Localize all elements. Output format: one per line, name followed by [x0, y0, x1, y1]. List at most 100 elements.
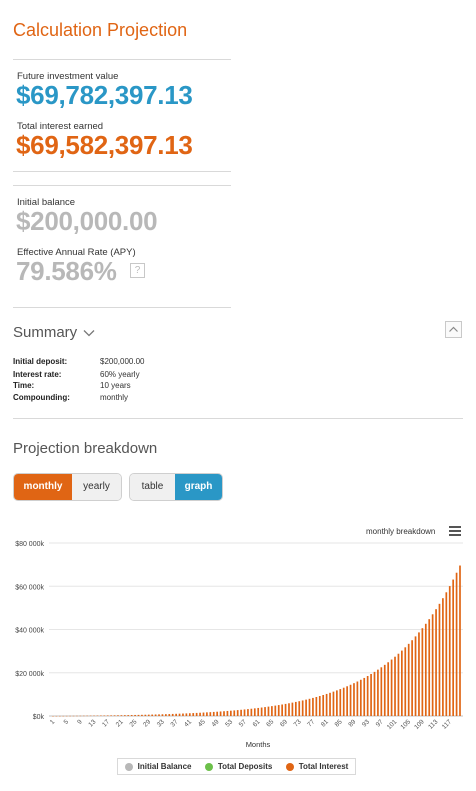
- chart-bar: [154, 714, 157, 716]
- chart-bar: [411, 640, 413, 716]
- initial-balance-value: $200,000.00: [16, 206, 158, 236]
- chart-bar: [353, 683, 355, 716]
- chart-bar: [233, 710, 236, 716]
- x-tick-label: 5: [63, 718, 71, 726]
- x-tick-label: 49: [211, 718, 221, 728]
- chart-bar: [401, 650, 403, 716]
- chart-bar: [113, 715, 116, 716]
- chart-bar: [322, 694, 325, 716]
- legend-dot-initial-balance: [124, 762, 133, 771]
- chart-bar: [147, 714, 150, 716]
- chart-bar: [161, 714, 164, 716]
- legend-item[interactable]: Total Interest: [285, 762, 349, 771]
- chart-bar: [455, 572, 458, 716]
- chart-bar: [390, 659, 393, 716]
- x-tick-label: 93: [361, 718, 371, 728]
- chart-bar: [298, 701, 301, 716]
- chart-bar: [336, 690, 338, 716]
- chart-bar: [428, 619, 431, 716]
- chart-bar: [250, 708, 253, 716]
- summary-title: Summary: [13, 324, 78, 341]
- chart-bar: [267, 706, 270, 716]
- total-interest-value: $69,582,397.13: [16, 130, 193, 160]
- chart-bar: [158, 714, 160, 716]
- summary-value: 10 years: [100, 381, 131, 390]
- table-view-button[interactable]: table: [130, 474, 175, 500]
- x-tick-label: 85: [334, 718, 344, 728]
- chart-bar: [383, 664, 386, 716]
- chart-bar: [342, 687, 345, 716]
- chart-bar: [308, 698, 311, 716]
- chart-bar: [404, 647, 407, 716]
- monthly-toggle-button[interactable]: monthly: [14, 474, 72, 500]
- chart-bar: [260, 707, 263, 716]
- chart-bar: [373, 671, 376, 716]
- x-tick-label: 57: [238, 718, 248, 728]
- chart-bar: [438, 603, 441, 716]
- chevron-down-icon[interactable]: [83, 329, 95, 338]
- x-tick-label: 73: [293, 718, 303, 728]
- x-tick-label: 113: [427, 718, 440, 731]
- chart-legend: Initial Balance Total Deposits Total Int…: [117, 758, 356, 775]
- divider: [13, 185, 231, 186]
- chart-bar: [281, 704, 284, 716]
- chart-bar: [117, 715, 119, 716]
- chart-bar: [435, 609, 437, 716]
- chart-bar: [240, 709, 242, 716]
- chart-bar: [305, 699, 307, 716]
- x-tick-label: 109: [413, 718, 426, 731]
- chart-bar: [247, 709, 249, 716]
- x-tick-label: 101: [386, 718, 399, 731]
- chart-bar: [178, 713, 181, 716]
- chart-bar: [397, 653, 400, 716]
- chart-bar: [271, 706, 273, 716]
- chart-bar: [424, 623, 427, 716]
- chart-bar: [219, 711, 222, 716]
- x-tick-label: 89: [347, 718, 357, 728]
- chart-bar: [212, 711, 215, 716]
- legend-item[interactable]: Initial Balance: [124, 762, 192, 771]
- chart-bar: [291, 702, 294, 716]
- x-tick-label: 1: [49, 718, 57, 726]
- legend-label: Total Interest: [298, 762, 349, 771]
- x-axis-label: Months: [246, 740, 271, 749]
- x-tick-label: 33: [156, 718, 166, 728]
- collapse-summary-button[interactable]: [445, 321, 462, 338]
- apy-label: Effective Annual Rate (APY): [17, 247, 136, 258]
- view-toggle: table graph: [129, 473, 223, 501]
- chart-bar: [202, 712, 205, 716]
- chart-bar: [329, 692, 331, 716]
- summary-key: Interest rate:: [13, 370, 62, 379]
- future-value-label: Future investment value: [17, 71, 119, 82]
- chart-bar: [141, 714, 143, 716]
- chart-bar: [144, 714, 147, 716]
- graph-view-button[interactable]: graph: [175, 474, 222, 500]
- chart-bar: [216, 711, 219, 716]
- chart-bar: [243, 709, 246, 716]
- chart-bar: [346, 686, 348, 716]
- x-tick-label: 61: [252, 718, 262, 728]
- chart-bar: [151, 714, 154, 716]
- chart-bar: [165, 714, 167, 716]
- chart-bar: [294, 701, 297, 716]
- chart-bar: [199, 712, 201, 716]
- chart-bar: [188, 713, 191, 716]
- chart-bar: [380, 667, 383, 716]
- legend-item[interactable]: Total Deposits: [204, 762, 273, 771]
- x-tick-label: 65: [265, 718, 275, 728]
- chart-menu-icon[interactable]: [449, 526, 461, 536]
- chart-bar: [182, 713, 184, 716]
- help-icon[interactable]: ?: [130, 263, 145, 278]
- legend-label: Initial Balance: [137, 762, 192, 771]
- chart-bar: [168, 714, 171, 716]
- legend-label: Total Deposits: [217, 762, 273, 771]
- chart-bar: [175, 713, 177, 716]
- chart-bar: [359, 679, 362, 716]
- chart-bar: [356, 681, 359, 716]
- chart-bar: [110, 715, 112, 716]
- yearly-toggle-button[interactable]: yearly: [72, 474, 121, 500]
- chart-bar: [315, 696, 318, 716]
- x-tick-label: 13: [87, 718, 97, 728]
- y-tick-label: $20 000k: [15, 671, 44, 678]
- chart-bar: [209, 712, 212, 716]
